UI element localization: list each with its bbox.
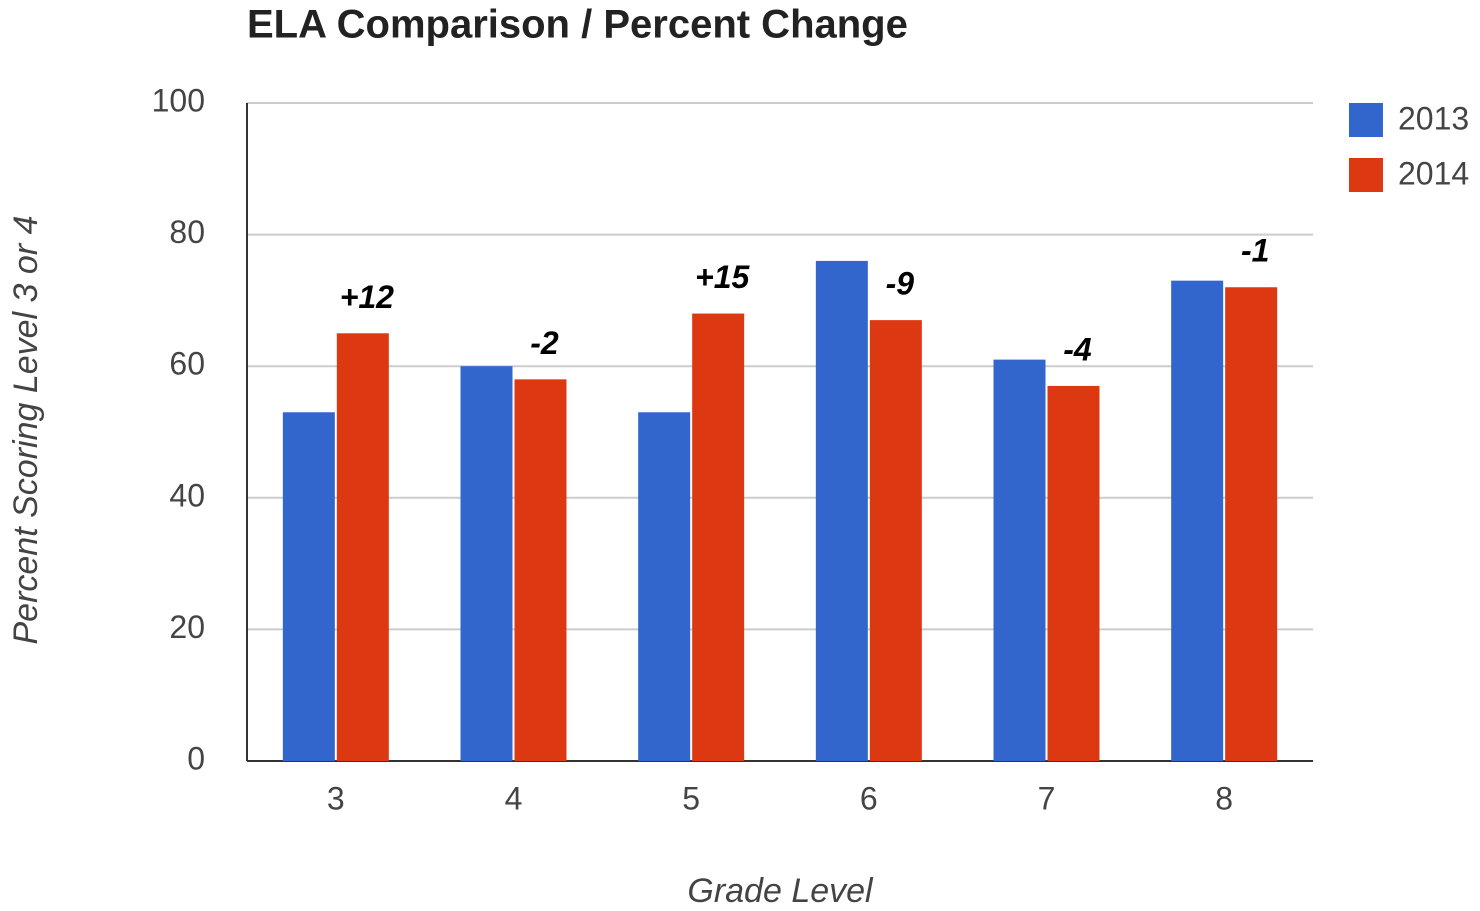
change-label: -2 <box>530 325 559 361</box>
y-tick-label: 60 <box>169 346 205 382</box>
bar <box>692 313 745 761</box>
legend-label: 2014 <box>1398 155 1469 191</box>
chart-title: ELA Comparison / Percent Change <box>247 3 908 47</box>
legend-swatch <box>1349 103 1383 137</box>
x-tick-label: 4 <box>505 780 523 816</box>
change-label: -1 <box>1241 233 1269 269</box>
y-tick-label: 80 <box>169 214 205 250</box>
bar <box>336 333 389 761</box>
bar <box>282 412 335 761</box>
change-label: +12 <box>340 279 394 315</box>
x-tick-label: 5 <box>682 780 700 816</box>
change-label: -4 <box>1063 331 1092 367</box>
bar <box>815 260 868 761</box>
x-tick-label: 8 <box>1215 780 1233 816</box>
y-tick-label: 100 <box>152 82 205 118</box>
bar <box>1225 287 1278 761</box>
bar <box>638 412 691 761</box>
x-axis-label: Grade Level <box>687 872 874 910</box>
y-tick-label: 40 <box>169 477 205 513</box>
bar <box>1171 280 1224 761</box>
legend-label: 2013 <box>1398 100 1469 136</box>
change-label: +15 <box>695 259 750 295</box>
legend-swatch <box>1349 158 1383 192</box>
y-tick-label: 20 <box>169 609 205 645</box>
bar <box>514 379 567 761</box>
y-axis-label: Percent Scoring Level 3 or 4 <box>7 215 45 644</box>
x-tick-label: 7 <box>1038 780 1056 816</box>
bar <box>460 366 513 761</box>
x-tick-label: 6 <box>860 780 878 816</box>
bar <box>1047 385 1100 761</box>
change-label: -9 <box>886 266 915 302</box>
x-tick-label: 3 <box>327 780 345 816</box>
bar <box>993 359 1046 761</box>
y-tick-label: 0 <box>187 740 205 776</box>
bar <box>869 320 922 761</box>
